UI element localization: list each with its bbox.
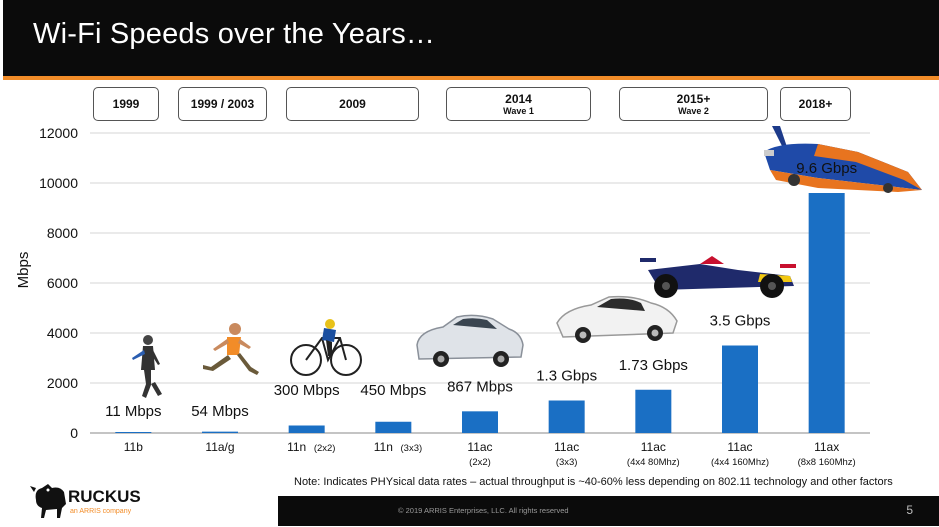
x-axis-categories: 11b 11a/g 11n (2x2) 11n (3x3) 11ac (2x2) 11ac (3x… (124, 440, 856, 468)
y-tick-label: 0 (70, 425, 78, 441)
y-axis-ticks: 0 2000 4000 6000 8000 10000 12000 (39, 125, 78, 441)
bar (288, 425, 325, 433)
y-axis-label: Mbps (15, 252, 32, 289)
logo-tagline: an ARRIS company (70, 508, 132, 515)
era-2009: 2009 (286, 87, 419, 121)
era-label: 2014 (505, 91, 532, 106)
data-label: 450 Mbps (360, 382, 426, 399)
data-label: 867 Mbps (447, 378, 513, 395)
y-tick-label: 4000 (47, 325, 78, 341)
era-label: 1999 / 2003 (190, 97, 255, 111)
race-car-icon (640, 256, 796, 298)
x-category-sublabel: (3x3) (401, 443, 423, 454)
y-tick-label: 10000 (39, 175, 78, 191)
footnote: Note: Indicates PHYsical data rates – ac… (294, 476, 893, 488)
era-sublabel: Wave 1 (503, 105, 534, 116)
era-label: 1999 (112, 97, 140, 111)
x-category-sublabel: (2x2) (314, 443, 336, 454)
era-label: 2018+ (798, 97, 833, 111)
y-tick-label: 12000 (39, 125, 78, 141)
x-category-label: 11ac (641, 440, 666, 454)
y-tick-label: 6000 (47, 275, 78, 291)
era-2018: 2018+ (780, 87, 851, 121)
data-labels: 11 Mbps 54 Mbps 300 Mbps 450 Mbps 867 Mbps 1.… (105, 160, 857, 420)
bar (115, 432, 152, 433)
era-label: 2009 (339, 97, 366, 111)
x-category-label: 11a/g (205, 440, 234, 454)
sedan-car-icon (416, 314, 524, 367)
slide-title: Wi-Fi Speeds over the Years… (33, 18, 436, 50)
footer-bar: © 2019 ARRIS Enterprises, LLC. All right… (278, 496, 939, 526)
bar (635, 389, 672, 433)
bars (115, 193, 845, 433)
logo-name: RUCKUS (68, 487, 141, 506)
running-man-icon (203, 323, 259, 375)
era-2014: 2014 Wave 1 (446, 87, 591, 121)
x-category-sublabel: (4x4 80Mhz) (627, 457, 680, 468)
x-category-sublabel: (2x2) (469, 457, 491, 468)
y-tick-label: 8000 (47, 225, 78, 241)
sports-car-icon (556, 295, 678, 343)
x-category-label: 11ac (467, 440, 492, 454)
accent-line (3, 76, 939, 80)
x-category-label: 11b (124, 440, 143, 454)
era-sublabel: Wave 2 (678, 105, 709, 116)
x-category-sublabel: (8x8 160Mhz) (798, 457, 856, 468)
data-label: 300 Mbps (274, 382, 340, 399)
x-category-label: 11n (374, 440, 393, 454)
data-label: 54 Mbps (191, 403, 249, 420)
x-category-sublabel: (3x3) (556, 457, 578, 468)
x-category-label: 11ac (554, 440, 579, 454)
y-tick-label: 2000 (47, 375, 78, 391)
rocket-car-icon (764, 126, 922, 193)
data-label: 1.73 Gbps (619, 357, 688, 374)
bar (808, 193, 845, 433)
x-category-label: 11n (287, 440, 306, 454)
x-category-label: 11ax (814, 440, 839, 454)
data-label: 3.5 Gbps (710, 313, 771, 330)
bar (722, 345, 758, 433)
walking-man-icon (132, 335, 162, 398)
ruckus-logo: RUCKUS an ARRIS company (30, 484, 141, 518)
era-1999-2003: 1999 / 2003 (178, 87, 267, 121)
data-label: 11 Mbps (105, 403, 161, 420)
data-label: 1.3 Gbps (536, 368, 597, 385)
page-number: 5 (906, 503, 913, 517)
era-1999: 1999 (93, 87, 159, 121)
era-label: 2015+ (676, 91, 711, 106)
cyclist-icon (290, 319, 362, 376)
x-category-label: 11ac (727, 440, 752, 454)
bar (548, 400, 585, 433)
bar (202, 431, 238, 433)
bar (375, 421, 412, 433)
title-bar: Wi-Fi Speeds over the Years… (3, 0, 939, 76)
bar (462, 411, 498, 433)
dog-logo-icon (30, 484, 66, 518)
x-category-sublabel: (4x4 160Mhz) (711, 457, 769, 468)
copyright-text: © 2019 ARRIS Enterprises, LLC. All right… (398, 506, 569, 515)
era-2015: 2015+ Wave 2 (619, 87, 768, 121)
data-label: 9.6 Gbps (796, 160, 857, 177)
